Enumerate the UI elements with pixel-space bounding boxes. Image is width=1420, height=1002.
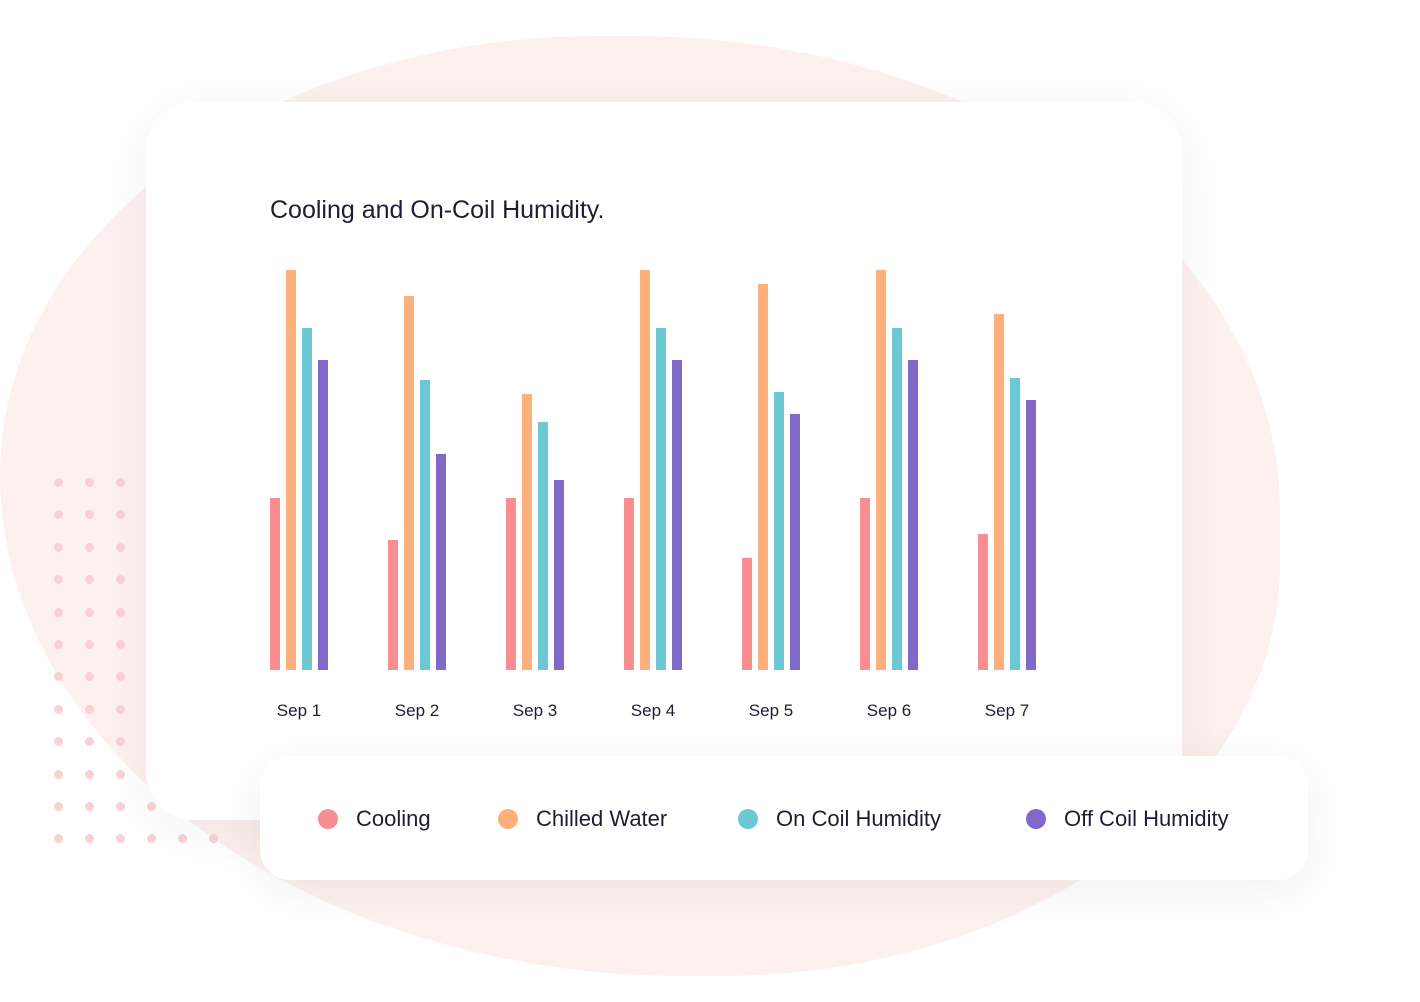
bar-off-coil-humidity[interactable]: [436, 454, 446, 670]
decor-dot: [116, 834, 125, 844]
bar-group: Sep 6: [860, 270, 918, 720]
bar-cooling[interactable]: [624, 498, 634, 670]
decor-dot: [116, 769, 125, 779]
decor-dot: [85, 672, 94, 682]
decor-dot: [147, 834, 156, 844]
bar-chilled-water[interactable]: [404, 296, 414, 670]
decor-dot: [54, 542, 63, 552]
x-tick-label: Sep 1: [277, 701, 321, 720]
bar-cooling[interactable]: [506, 498, 516, 670]
bar-on-coil-humidity[interactable]: [892, 328, 902, 670]
decor-dot: [54, 575, 63, 585]
legend-item[interactable]: Cooling: [318, 806, 431, 832]
bar-chilled-water[interactable]: [286, 270, 296, 670]
decor-dot: [209, 834, 218, 844]
bar-on-coil-humidity[interactable]: [1010, 378, 1020, 670]
decor-dot: [85, 769, 94, 779]
decor-dot: [116, 802, 125, 811]
decor-dot: [116, 607, 125, 617]
legend-item[interactable]: On Coil Humidity: [738, 806, 941, 832]
bar-chilled-water[interactable]: [640, 270, 650, 670]
bar-group: Sep 7: [978, 314, 1036, 720]
decor-dot: [178, 834, 187, 844]
decor-dot: [54, 704, 63, 714]
bar-cooling[interactable]: [978, 534, 988, 670]
decor-dot: [85, 478, 94, 487]
bar-chilled-water[interactable]: [876, 270, 886, 670]
decor-dot: [85, 542, 94, 552]
bar-group: Sep 4: [624, 270, 682, 720]
bar-on-coil-humidity[interactable]: [420, 380, 430, 670]
decor-dot: [54, 737, 63, 747]
x-tick-label: Sep 7: [985, 701, 1029, 720]
bar-group: Sep 2: [388, 296, 446, 720]
decor-dot: [116, 510, 125, 520]
decor-dot: [85, 802, 94, 811]
bar-off-coil-humidity[interactable]: [318, 360, 328, 670]
decor-dot: [54, 672, 63, 682]
legend-swatch: [738, 809, 758, 829]
bar-cooling[interactable]: [742, 558, 752, 670]
legend-label: Chilled Water: [536, 806, 668, 831]
decor-dot: [54, 640, 63, 649]
x-tick-label: Sep 2: [395, 701, 439, 720]
decor-dot: [85, 607, 94, 617]
decor-dot: [85, 834, 94, 844]
bar-off-coil-humidity[interactable]: [554, 480, 564, 670]
bar-cooling[interactable]: [270, 498, 280, 670]
decor-dot: [116, 704, 125, 714]
bar-group: Sep 1: [270, 270, 328, 720]
bar-on-coil-humidity[interactable]: [538, 422, 548, 670]
legend: Cooling Chilled Water On Coil Humidity Off …: [260, 756, 1308, 880]
legend-label: Cooling: [356, 806, 431, 831]
legend-item[interactable]: Off Coil Humidity: [1026, 806, 1229, 832]
x-tick-label: Sep 4: [631, 701, 675, 720]
bar-on-coil-humidity[interactable]: [302, 328, 312, 670]
decor-dot: [54, 834, 63, 844]
decor-dot: [85, 737, 94, 747]
decor-dot: [54, 478, 63, 487]
decor-dot: [116, 672, 125, 682]
x-tick-label: Sep 3: [513, 701, 557, 720]
decor-dot: [54, 510, 63, 520]
decor-dot: [116, 575, 125, 585]
decor-dot: [116, 542, 125, 552]
bar-off-coil-humidity[interactable]: [1026, 400, 1036, 670]
bar-off-coil-humidity[interactable]: [672, 360, 682, 670]
bar-cooling[interactable]: [860, 498, 870, 670]
decor-dot: [116, 737, 125, 747]
bar-group: Sep 5: [742, 284, 800, 720]
x-tick-label: Sep 6: [867, 701, 911, 720]
bar-on-coil-humidity[interactable]: [774, 392, 784, 670]
decor-dot: [54, 769, 63, 779]
bar-off-coil-humidity[interactable]: [908, 360, 918, 670]
bar-group: Sep 3: [506, 394, 564, 720]
x-tick-label: Sep 5: [749, 701, 793, 720]
legend-swatch: [318, 809, 338, 829]
bar-chilled-water[interactable]: [522, 394, 532, 670]
decor-dot: [116, 478, 125, 487]
decor-dot: [54, 802, 63, 811]
decor-dot: [85, 704, 94, 714]
decor-dot: [85, 640, 94, 649]
bar-off-coil-humidity[interactable]: [790, 414, 800, 670]
bar-on-coil-humidity[interactable]: [656, 328, 666, 670]
legend-swatch: [1026, 809, 1046, 829]
decor-dot: [54, 607, 63, 617]
bar-cooling[interactable]: [388, 540, 398, 670]
bar-chilled-water[interactable]: [994, 314, 1004, 670]
legend-label: Off Coil Humidity: [1064, 806, 1229, 831]
decor-dot: [85, 575, 94, 585]
legend-swatch: [498, 809, 518, 829]
decor-dot: [116, 640, 125, 649]
decor-dot: [147, 802, 156, 811]
chart-title: Cooling and On-Coil Humidity.: [270, 196, 605, 224]
legend-item[interactable]: Chilled Water: [498, 806, 667, 832]
decor-dot: [85, 510, 94, 520]
legend-label: On Coil Humidity: [776, 806, 942, 831]
bar-chilled-water[interactable]: [758, 284, 768, 670]
